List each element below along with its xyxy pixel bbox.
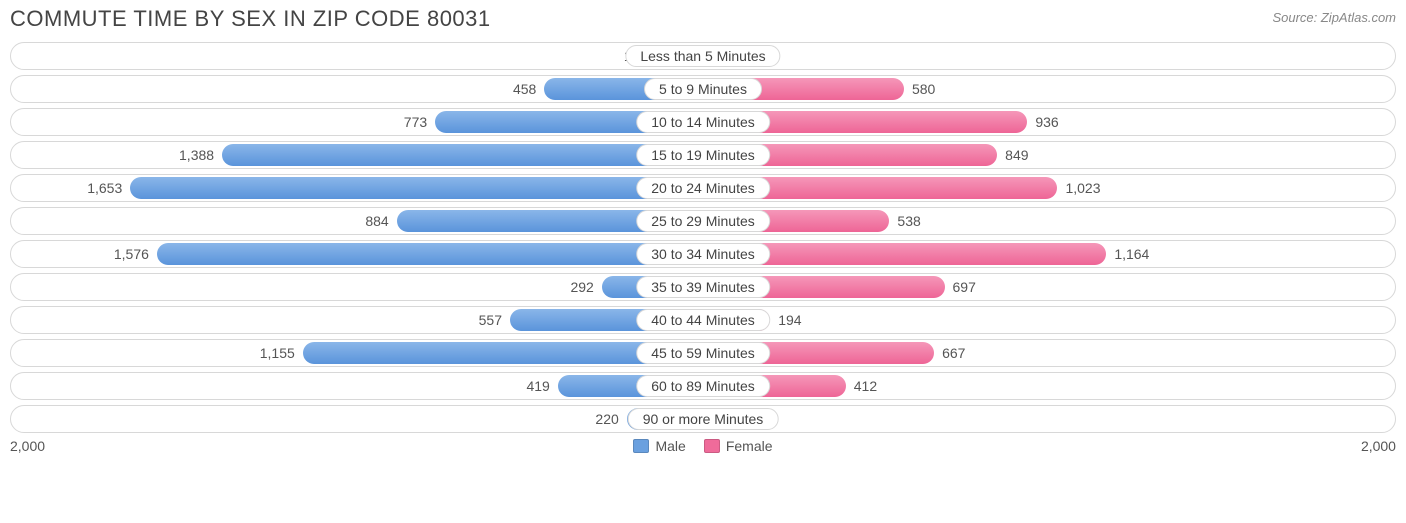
female-half: 538 (703, 207, 1396, 235)
diverging-bar-chart: 13892Less than 5 Minutes 458 580 5 to 9 Min… (10, 42, 1396, 433)
chart-row: 884 538 25 to 29 Minutes (10, 207, 1396, 235)
legend: Male Female (633, 438, 772, 454)
male-half: 884 (10, 207, 703, 235)
male-value-label: 1,388 (179, 147, 214, 163)
male-value-label: 419 (526, 378, 549, 394)
category-pill: 10 to 14 Minutes (636, 111, 770, 133)
male-bar (130, 177, 703, 199)
male-half: 1,388 (10, 141, 703, 169)
chart-row: 1,155 667 45 to 59 Minutes (10, 339, 1396, 367)
chart-row: 292 697 35 to 39 Minutes (10, 273, 1396, 301)
male-swatch-icon (633, 439, 649, 453)
legend-item-female: Female (704, 438, 773, 454)
chart-footer: 2,000 Male Female 2,000 (10, 438, 1396, 454)
female-value-label: 580 (912, 81, 935, 97)
category-pill: Less than 5 Minutes (625, 45, 780, 67)
category-pill: 25 to 29 Minutes (636, 210, 770, 232)
male-half: 1,576 (10, 240, 703, 268)
male-half: 1,155 (10, 339, 703, 367)
female-value-label: 697 (953, 279, 976, 295)
male-value-label: 458 (513, 81, 536, 97)
male-value-label: 1,576 (114, 246, 149, 262)
female-half: 936 (703, 108, 1396, 136)
chart-row: 1,653 1,023 20 to 24 Minutes (10, 174, 1396, 202)
chart-row: 557 194 40 to 44 Minutes (10, 306, 1396, 334)
male-half: 138 (10, 42, 703, 70)
male-value-label: 884 (365, 213, 388, 229)
chart-row: 773 936 10 to 14 Minutes (10, 108, 1396, 136)
legend-male-label: Male (655, 438, 685, 454)
chart-header: COMMUTE TIME BY SEX IN ZIP CODE 80031 So… (10, 6, 1396, 32)
category-pill: 45 to 59 Minutes (636, 342, 770, 364)
category-pill: 60 to 89 Minutes (636, 375, 770, 397)
axis-max-left: 2,000 (10, 438, 45, 454)
male-half: 458 (10, 75, 703, 103)
female-value-label: 849 (1005, 147, 1028, 163)
male-half: 292 (10, 273, 703, 301)
female-value-label: 538 (897, 213, 920, 229)
category-pill: 15 to 19 Minutes (636, 144, 770, 166)
female-half: 64 (703, 405, 1396, 433)
category-pill: 20 to 24 Minutes (636, 177, 770, 199)
category-pill: 90 or more Minutes (628, 408, 779, 430)
chart-title: COMMUTE TIME BY SEX IN ZIP CODE 80031 (10, 6, 491, 32)
category-pill: 5 to 9 Minutes (644, 78, 762, 100)
female-value-label: 936 (1035, 114, 1058, 130)
female-half: 849 (703, 141, 1396, 169)
chart-row: 419 412 60 to 89 Minutes (10, 372, 1396, 400)
chart-row: 1,388 849 15 to 19 Minutes (10, 141, 1396, 169)
category-pill: 35 to 39 Minutes (636, 276, 770, 298)
category-pill: 30 to 34 Minutes (636, 243, 770, 265)
female-half: 92 (703, 42, 1396, 70)
female-half: 580 (703, 75, 1396, 103)
male-value-label: 220 (595, 411, 618, 427)
female-value-label: 1,023 (1065, 180, 1100, 196)
male-value-label: 292 (570, 279, 593, 295)
male-value-label: 1,653 (87, 180, 122, 196)
male-half: 220 (10, 405, 703, 433)
female-half: 194 (703, 306, 1396, 334)
male-value-label: 557 (479, 312, 502, 328)
female-half: 697 (703, 273, 1396, 301)
female-value-label: 194 (778, 312, 801, 328)
chart-row: 458 580 5 to 9 Minutes (10, 75, 1396, 103)
category-pill: 40 to 44 Minutes (636, 309, 770, 331)
male-half: 419 (10, 372, 703, 400)
female-value-label: 667 (942, 345, 965, 361)
chart-row: 1,576 1,164 30 to 34 Minutes (10, 240, 1396, 268)
axis-max-right: 2,000 (1361, 438, 1396, 454)
male-half: 773 (10, 108, 703, 136)
male-half: 1,653 (10, 174, 703, 202)
male-half: 557 (10, 306, 703, 334)
male-bar (157, 243, 703, 265)
chart-row: 13892Less than 5 Minutes (10, 42, 1396, 70)
legend-female-label: Female (726, 438, 773, 454)
female-half: 1,164 (703, 240, 1396, 268)
legend-item-male: Male (633, 438, 685, 454)
female-half: 667 (703, 339, 1396, 367)
female-swatch-icon (704, 439, 720, 453)
male-bar (222, 144, 703, 166)
female-half: 1,023 (703, 174, 1396, 202)
female-value-label: 412 (854, 378, 877, 394)
female-value-label: 1,164 (1114, 246, 1149, 262)
chart-source: Source: ZipAtlas.com (1272, 6, 1396, 25)
male-value-label: 773 (404, 114, 427, 130)
female-half: 412 (703, 372, 1396, 400)
chart-row: 220 6490 or more Minutes (10, 405, 1396, 433)
male-value-label: 1,155 (260, 345, 295, 361)
